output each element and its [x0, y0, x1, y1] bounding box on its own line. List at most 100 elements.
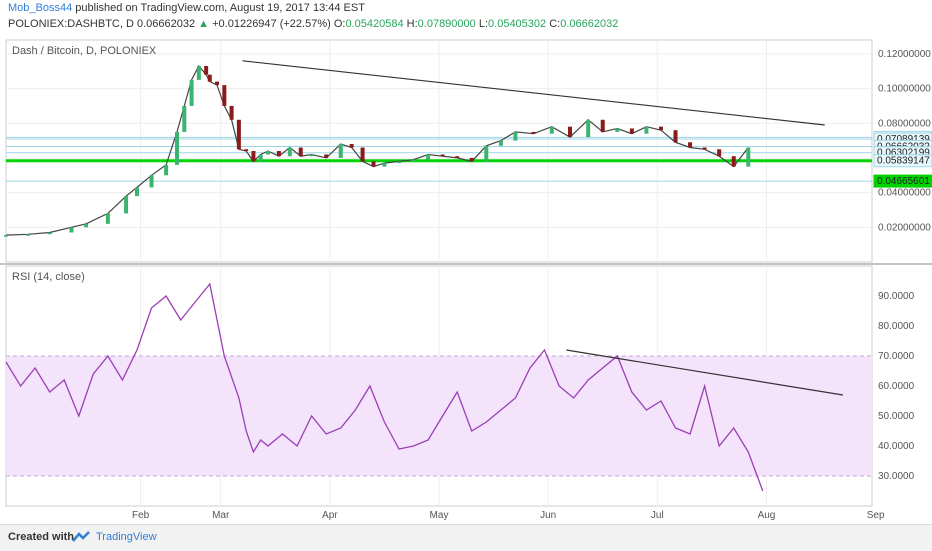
price-candle [586, 119, 591, 138]
price-candle [309, 154, 314, 157]
price-candle [189, 79, 194, 106]
rsi-pane-title: RSI (14, close) [12, 271, 85, 283]
price-candle [396, 161, 401, 164]
price-candle [84, 223, 89, 228]
price-candle [411, 159, 416, 162]
price-y-tick-label: 0.02000000 [878, 222, 931, 233]
price-candle [717, 149, 722, 157]
rsi-y-tick-label: 70.0000 [878, 351, 915, 362]
price-candle [549, 126, 554, 134]
price-y-tick-label: 0.10000000 [878, 84, 931, 95]
price-candle [513, 131, 518, 141]
x-tick-label: Mar [212, 510, 230, 521]
price-candle [371, 161, 376, 167]
price-candle [349, 144, 354, 148]
price-candle [229, 105, 234, 120]
rsi-trendline [566, 349, 843, 396]
price-candle [134, 187, 139, 197]
price-candle [175, 131, 180, 165]
price-candle [629, 128, 634, 134]
price-candle [298, 147, 303, 157]
price-candle [324, 154, 329, 158]
rsi-band [6, 356, 872, 476]
price-candle [182, 105, 187, 132]
price-candle [658, 126, 663, 131]
price-candle [251, 151, 256, 162]
last-price: 0.06662032 [136, 18, 196, 30]
price-candle [644, 126, 649, 134]
price-candle [455, 156, 460, 158]
symbol-label: POLONIEX:DASHBTC, D [8, 18, 134, 30]
price-y-tick-label: 0.04000000 [878, 188, 931, 199]
open-label: O: [333, 18, 346, 30]
price-level-box [873, 154, 932, 168]
high-value: 0.07890000 [417, 18, 476, 30]
author-link[interactable]: Mob_Boss44 [8, 2, 73, 14]
price-candle [469, 157, 474, 162]
x-tick-label: Apr [322, 510, 338, 521]
publish-info: published on TradingView.com, August 19,… [75, 2, 365, 14]
tradingview-brand[interactable]: TradingView [96, 531, 157, 543]
rsi-series-line [5, 282, 764, 492]
ohlc-line: POLONIEX:DASHBTC, D 0.06662032 ▲ +0.0122… [8, 18, 618, 30]
price-candle [567, 126, 572, 138]
rsi-y-tick-label: 90.0000 [878, 291, 915, 302]
price-candle [25, 234, 30, 236]
price-resistance-trendline [242, 60, 825, 126]
price-candle [244, 149, 249, 151]
price-candle [426, 154, 431, 160]
price-candle [258, 154, 263, 162]
price-candle [149, 175, 154, 188]
price-candle [196, 66, 201, 80]
price-candle [382, 163, 387, 167]
price-y-tick-label: 0.12000000 [878, 49, 931, 60]
price-candle [204, 66, 209, 75]
low-value: 0.05405302 [488, 18, 547, 30]
footer-bar: Created with TradingView [0, 524, 932, 551]
x-tick-label: Jul [651, 510, 664, 521]
x-tick-label: Aug [758, 510, 776, 521]
x-tick-label: Feb [132, 510, 150, 521]
rsi-y-tick-label: 60.0000 [878, 381, 915, 392]
price-candle [207, 74, 212, 82]
open-value: 0.05420584 [345, 18, 404, 30]
tradingview-logo-icon [72, 531, 90, 542]
price-candle [69, 227, 74, 233]
price-candle [731, 156, 736, 167]
price-level-label: 0.07089139 [877, 134, 930, 145]
rsi-y-tick-label: 40.0000 [878, 441, 915, 452]
price-series-line [5, 64, 749, 236]
price-candle [124, 196, 129, 214]
price-candle [746, 147, 751, 167]
price-candle [338, 144, 343, 158]
price-candle [215, 81, 220, 86]
created-with-label: Created with [8, 531, 75, 543]
price-candle [164, 164, 169, 176]
price-candle [236, 119, 241, 150]
price-candle [4, 235, 8, 237]
price-pane-title: Dash / Bitcoin, D, POLONIEX [12, 45, 157, 57]
up-triangle-icon: ▲ [198, 18, 210, 30]
price-candle [265, 151, 270, 155]
price-change: +0.01226947 (+22.57%) [212, 18, 331, 30]
price-candle [615, 128, 620, 132]
price-candle [498, 140, 503, 146]
close-value: 0.06662032 [560, 18, 619, 30]
price-candle [222, 85, 227, 106]
price-candle [673, 130, 678, 143]
price-level-label: 0.05839147 [877, 156, 930, 167]
high-label: H: [406, 18, 418, 30]
price-y-tick-label: 0.08000000 [878, 118, 931, 129]
publish-line: Mob_Boss44 published on TradingView.com,… [8, 2, 365, 14]
price-candle [287, 147, 292, 157]
chart-canvas[interactable]: Feb Mar Apr May Jun Jul Aug Sep 0.02000000 0.0400… [0, 36, 932, 524]
price-candle [105, 213, 110, 224]
price-candle [47, 232, 52, 235]
price-candle [360, 147, 365, 162]
rsi-y-tick-label: 30.0000 [878, 471, 915, 482]
price-candle [688, 142, 693, 148]
price-candle [484, 145, 489, 162]
price-level-label: 0.06302199 [877, 148, 930, 159]
close-label: C: [549, 18, 561, 30]
price-candle [440, 154, 445, 157]
